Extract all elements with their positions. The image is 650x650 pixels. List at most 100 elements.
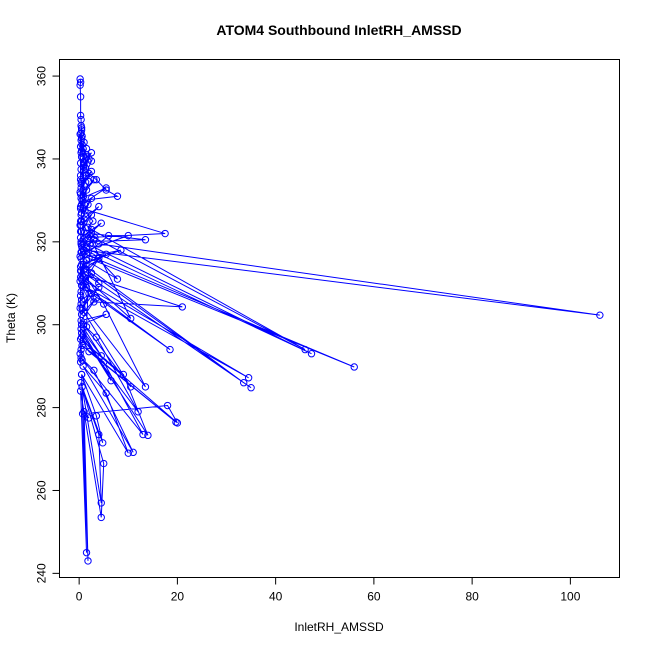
- data-point: [85, 254, 93, 263]
- data-point: [82, 153, 91, 161]
- data-point: [78, 383, 86, 391]
- data-point: [97, 513, 105, 522]
- data-point: [79, 144, 87, 153]
- data-point: [77, 296, 86, 304]
- data-point: [144, 431, 152, 440]
- chart-title: ATOM4 Southbound InletRH_AMSSD: [216, 22, 461, 38]
- data-point: [95, 430, 103, 439]
- data-point: [87, 194, 96, 203]
- data-point: [100, 358, 108, 366]
- data-point: [117, 246, 125, 254]
- data-point: [97, 219, 105, 227]
- data-point: [76, 78, 85, 86]
- data-point: [95, 254, 103, 263]
- data-point: [76, 175, 85, 184]
- data-point: [76, 130, 84, 138]
- data-point: [85, 289, 93, 298]
- data-point: [173, 419, 182, 427]
- data-point: [85, 178, 93, 186]
- data-point: [85, 155, 93, 163]
- y-tick-label: 360: [35, 66, 49, 86]
- data-point: [92, 333, 101, 341]
- data-point: [87, 157, 96, 165]
- data-point: [596, 311, 604, 319]
- data-point: [95, 283, 103, 292]
- data-point: [90, 298, 98, 306]
- data-point: [76, 227, 85, 236]
- data-point: [92, 175, 101, 184]
- x-tick-label: 0: [76, 590, 83, 604]
- data-point: [82, 323, 91, 331]
- data-point: [81, 271, 89, 279]
- y-tick-label: 320: [35, 232, 49, 252]
- data-point: [77, 153, 86, 161]
- data-point: [80, 279, 88, 287]
- data-point: [76, 292, 85, 300]
- data-point: [80, 308, 88, 316]
- data-point: [100, 300, 108, 308]
- data-point: [85, 347, 93, 356]
- y-axis: 240 260 280 300 320 340 360: [35, 66, 60, 583]
- data-point: [127, 314, 135, 323]
- data-point: [90, 175, 98, 184]
- y-axis-label: Theta (K): [4, 293, 18, 343]
- data-point: [78, 132, 86, 140]
- data-point: [84, 223, 92, 232]
- x-axis-label: InletRH_AMSSD: [294, 620, 384, 634]
- y-tick-label: 240: [35, 563, 49, 583]
- data-point: [84, 557, 92, 565]
- data-point: [76, 387, 85, 395]
- data-point: [76, 81, 84, 89]
- data-point: [78, 410, 87, 418]
- data-point: [90, 250, 98, 258]
- data-point: [172, 418, 180, 426]
- data-point: [141, 383, 150, 391]
- data-point: [77, 321, 86, 329]
- data-point: [87, 289, 96, 298]
- data-point: [89, 217, 97, 225]
- data-point: [85, 169, 93, 178]
- x-tick-label: 60: [367, 590, 381, 604]
- data-point: [350, 363, 358, 371]
- y-tick-label: 340: [35, 149, 49, 169]
- data-point: [87, 149, 96, 157]
- data-point: [102, 186, 110, 194]
- data-point: [129, 448, 137, 457]
- data-point: [244, 374, 253, 382]
- y-tick-label: 260: [35, 480, 49, 500]
- data-point: [76, 277, 84, 285]
- data-point: [77, 240, 85, 248]
- data-point: [76, 93, 85, 101]
- y-tick-label: 280: [35, 397, 49, 417]
- data-point: [76, 252, 84, 261]
- data-point: [95, 202, 103, 211]
- x-tick-label: 40: [269, 590, 283, 604]
- data-point: [178, 303, 187, 311]
- data-point: [79, 192, 88, 200]
- data-point: [102, 310, 110, 319]
- data-point: [84, 200, 92, 209]
- data-point: [247, 384, 255, 392]
- data-point: [104, 231, 113, 240]
- data-point: [127, 383, 135, 391]
- data-point: [90, 366, 98, 374]
- data-point: [77, 345, 85, 354]
- data-point: [100, 459, 108, 468]
- data-point: [77, 300, 85, 308]
- data-point: [141, 236, 150, 244]
- data-point: [85, 414, 93, 422]
- data-point: [77, 238, 85, 246]
- data-point: [77, 180, 85, 188]
- data-point: [87, 269, 96, 277]
- data-point: [119, 370, 128, 379]
- data-point: [78, 356, 86, 364]
- data-point: [87, 167, 96, 176]
- data-point: [76, 304, 84, 312]
- data-point: [78, 304, 86, 312]
- data-point: [102, 184, 110, 192]
- data-point: [124, 449, 132, 457]
- series-line: [79, 78, 600, 561]
- data-point: [95, 279, 103, 287]
- data-point: [76, 379, 85, 387]
- x-axis: 0 20 40 60 80 100: [76, 577, 581, 604]
